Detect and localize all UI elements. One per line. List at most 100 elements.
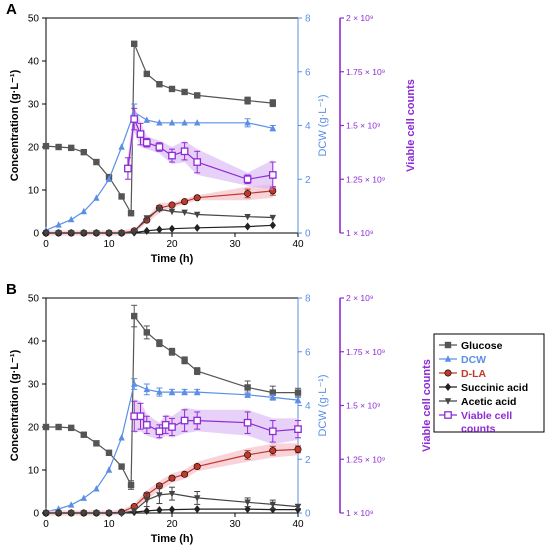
data-point: [269, 214, 276, 222]
data-point: [80, 230, 87, 237]
data-point: [269, 124, 276, 131]
legend-marker: [444, 355, 452, 362]
legend-label: DCW: [461, 354, 486, 366]
legend-marker: [444, 398, 452, 405]
series-line: [46, 314, 298, 486]
data-point: [269, 393, 276, 401]
legend-label-cont: counts: [461, 423, 496, 435]
legend-label: D-LA: [461, 368, 486, 380]
data-point: [194, 367, 201, 375]
series-acetic-acid: [42, 206, 276, 237]
y3-axis-label: Viable cell counts: [405, 79, 417, 172]
data-point: [194, 92, 201, 99]
data-point: [193, 416, 202, 425]
legend-label: Succinic acid: [461, 382, 528, 394]
data-point: [118, 230, 125, 237]
data-point: [105, 466, 113, 473]
data-point: [181, 357, 188, 364]
y-tick-label: 0: [33, 229, 39, 240]
data-point: [168, 208, 176, 216]
legend-item-succinic-acid: Succinic acid: [439, 382, 528, 394]
data-point: [143, 226, 150, 235]
data-point: [244, 505, 251, 514]
data-point: [168, 423, 176, 431]
y3-tick-label: 1.5 × 10⁹: [346, 121, 381, 131]
y2-tick-label: 0: [305, 229, 311, 240]
series-acetic-acid: [42, 485, 302, 517]
x-tick-label: 30: [229, 519, 241, 530]
data-point: [55, 230, 62, 237]
data-point: [168, 151, 176, 160]
y2-axis-label: DCW (g·L⁻¹): [317, 374, 329, 436]
series-d-la: [42, 443, 302, 517]
panel-label: A: [6, 1, 17, 18]
x-tick-label: 10: [103, 239, 115, 250]
data-point: [194, 211, 201, 219]
data-point: [269, 501, 276, 509]
series-viable-cell-counts: [130, 399, 302, 445]
data-point: [268, 171, 277, 179]
y2-tick-label: 0: [305, 509, 311, 520]
data-point: [142, 420, 151, 429]
data-point: [118, 510, 125, 517]
data-point: [244, 384, 251, 391]
data-point: [80, 494, 87, 501]
data-point: [118, 143, 125, 150]
data-point: [143, 385, 150, 393]
data-point: [294, 396, 302, 403]
x-tick-label: 10: [103, 519, 115, 530]
data-point: [131, 508, 138, 515]
y-tick-label: 20: [28, 423, 40, 434]
data-point: [127, 481, 135, 489]
data-point: [243, 418, 252, 427]
legend-item-glucose: Glucose: [439, 340, 503, 352]
legend-item-acetic-acid: Acetic acid: [439, 396, 516, 408]
y3-tick-label: 1.75 × 10⁹: [346, 67, 386, 77]
y2-tick-label: 8: [305, 14, 311, 25]
data-point: [156, 339, 163, 347]
data-point: [93, 485, 100, 492]
data-point: [80, 510, 87, 517]
y3-tick-label: 1.25 × 10⁹: [346, 174, 386, 184]
y-tick-label: 20: [28, 143, 40, 154]
data-point: [80, 148, 87, 156]
y-tick-label: 40: [28, 57, 40, 68]
data-point: [168, 224, 176, 233]
data-point: [294, 425, 302, 434]
data-point: [55, 510, 62, 517]
data-point: [156, 225, 163, 234]
data-point: [55, 221, 62, 228]
y3-tick-label: 1 × 10⁹: [346, 228, 374, 238]
y-tick-label: 50: [28, 294, 40, 305]
legend: Glucose DCW D-LA Succinic acid Acetic acid Vi…: [433, 333, 545, 435]
data-point: [105, 449, 113, 456]
data-point: [143, 329, 150, 336]
data-point: [136, 412, 145, 421]
series-glucose: [42, 304, 302, 490]
data-point: [194, 505, 201, 514]
data-point: [118, 434, 125, 441]
data-point: [68, 501, 75, 508]
data-point: [42, 423, 50, 431]
y3-tick-label: 2 × 10⁹: [346, 293, 374, 303]
y3-tick-label: 1 × 10⁹: [346, 508, 374, 518]
y2-tick-label: 2: [305, 455, 311, 466]
data-point: [124, 164, 132, 173]
data-point: [269, 505, 276, 514]
y-tick-label: 30: [28, 100, 40, 111]
y2-tick-label: 2: [305, 175, 311, 186]
data-point: [80, 431, 87, 438]
x-axis-label: Time (h): [151, 253, 194, 265]
y2-tick-label: 6: [305, 347, 311, 358]
data-point: [55, 143, 62, 151]
data-point: [156, 492, 163, 499]
data-point: [127, 210, 135, 217]
data-point: [42, 510, 50, 517]
y2-tick-label: 4: [305, 121, 311, 132]
data-point: [244, 97, 251, 104]
data-point: [131, 229, 138, 236]
data-point: [294, 389, 302, 396]
data-point: [193, 158, 202, 166]
